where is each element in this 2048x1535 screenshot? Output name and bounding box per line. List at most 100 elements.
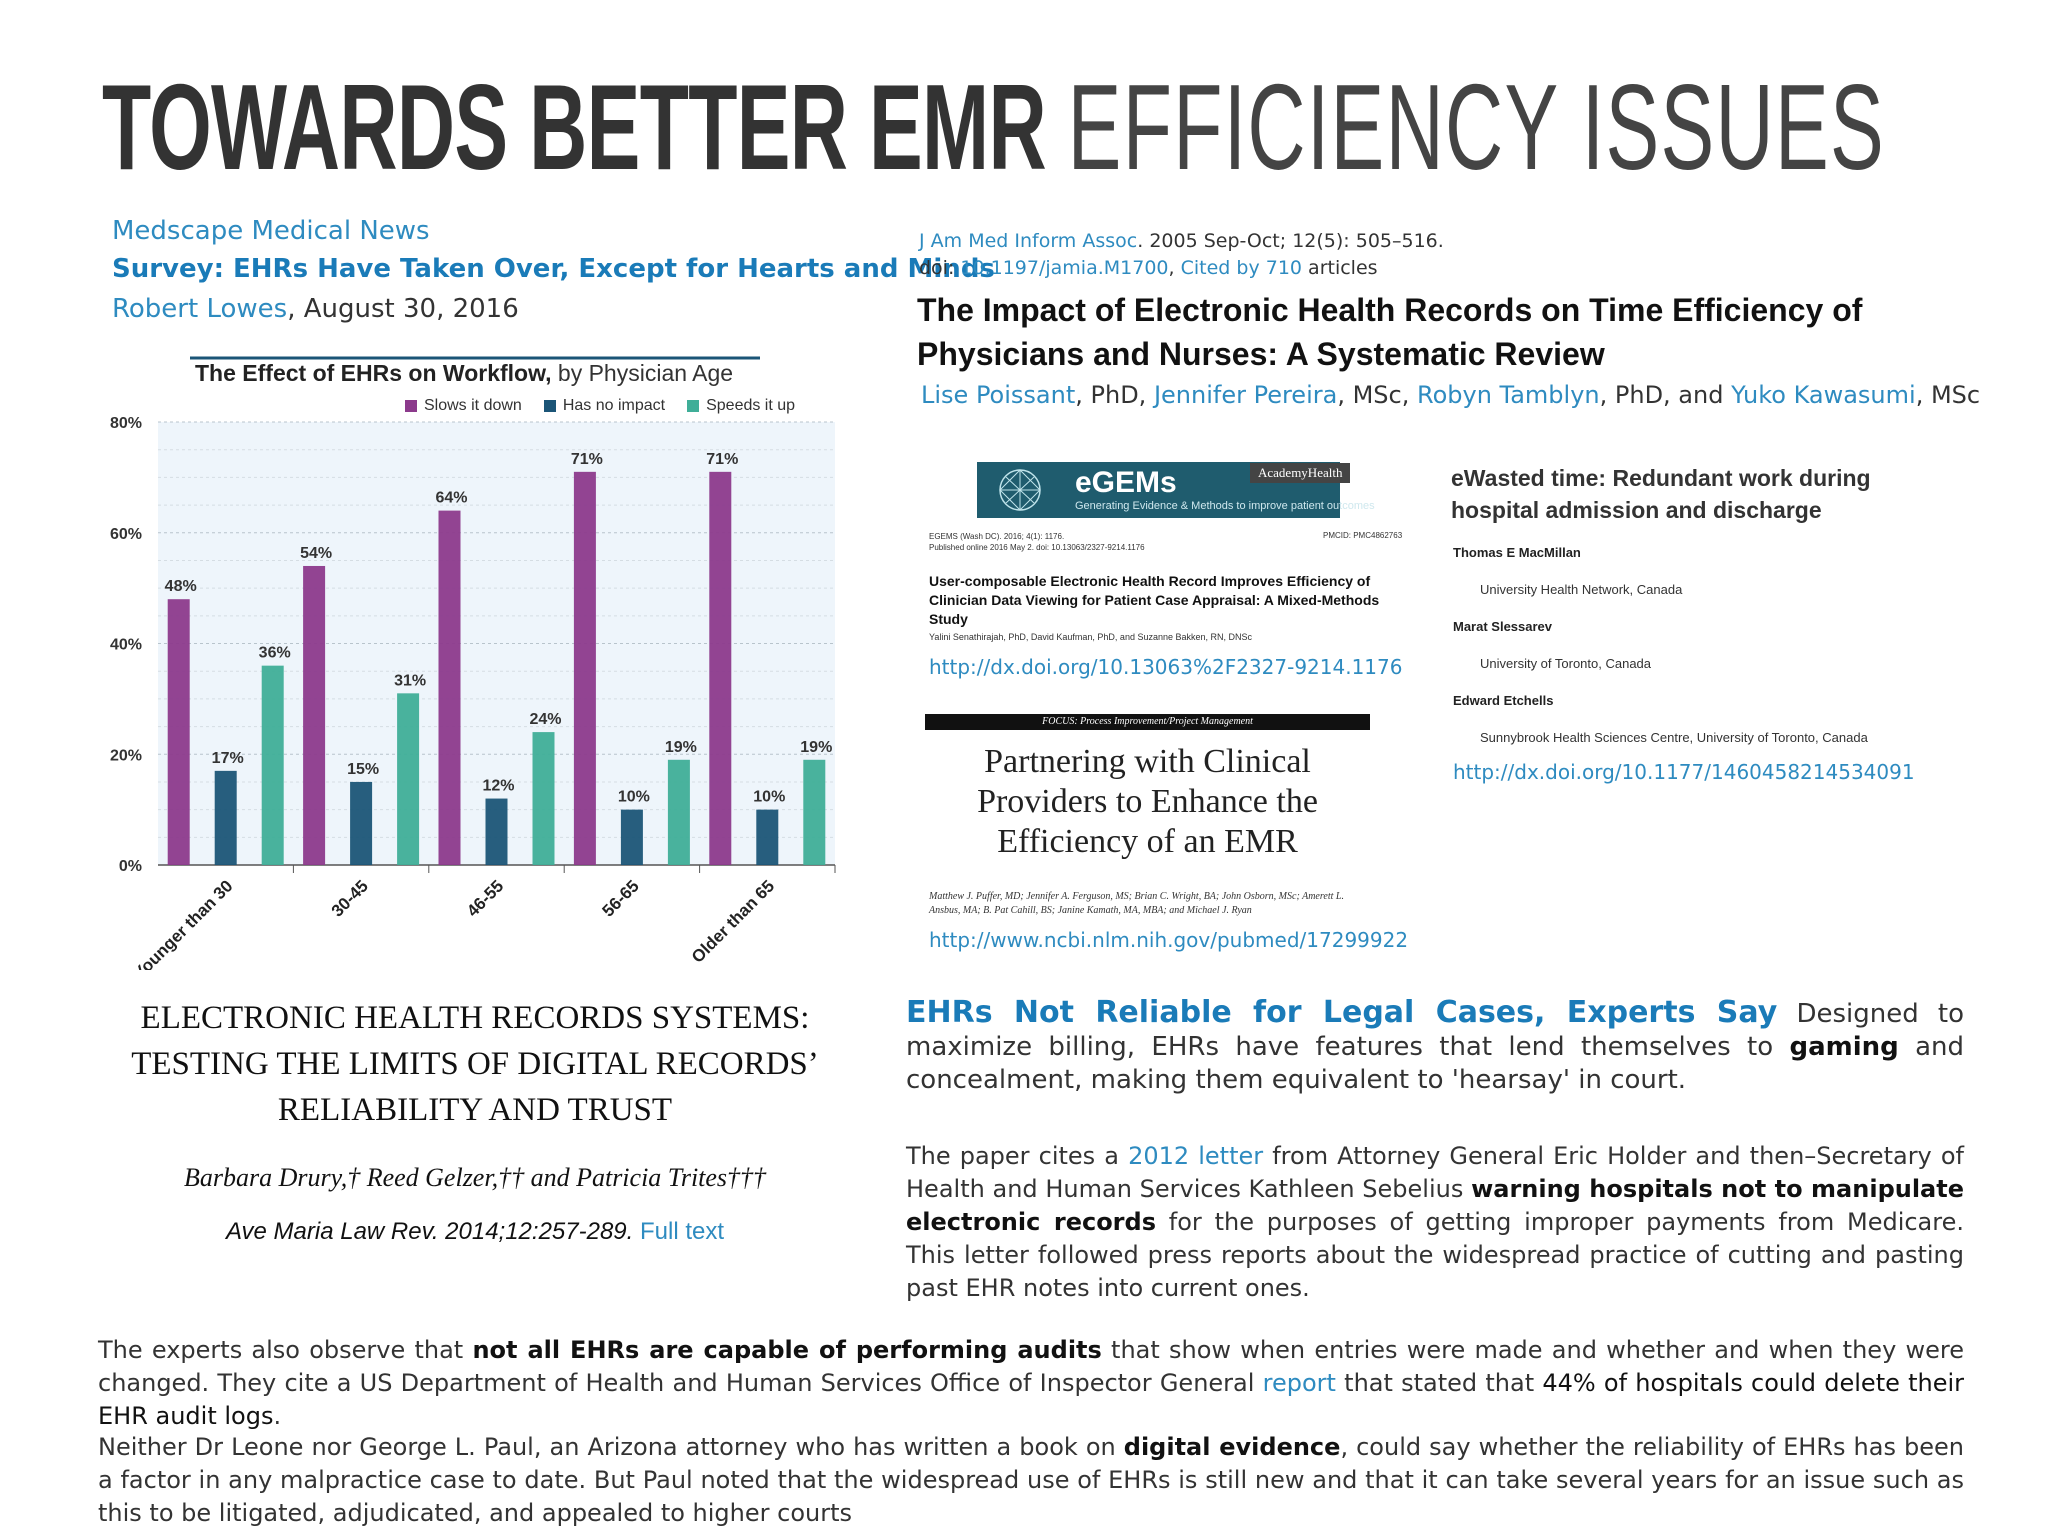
medscape-source-link[interactable]: Medscape Medical News	[112, 216, 430, 246]
author-deg-1: , PhD,	[1075, 381, 1154, 409]
bar-2-3	[667, 759, 690, 865]
partnering-title: Partnering with Clinical Providers to En…	[977, 743, 1318, 860]
medscape-byline: Robert Lowes, August 30, 2016	[112, 294, 519, 324]
bar-1-2	[485, 798, 508, 865]
egems-paper-title: User-composable Electronic Health Record…	[929, 573, 1380, 627]
jamia-authors: Lise Poissant, PhD, Jennifer Pereira, MS…	[921, 381, 1980, 409]
experts-text-4: .	[273, 1402, 282, 1430]
egems-meta-2: Published online 2016 May 2. doi: 10.130…	[929, 543, 1145, 552]
egems-globe-icon	[999, 469, 1041, 511]
ehr-systems-title-2: TESTING THE LIMITS OF DIGITAL RECORDS’	[131, 1046, 819, 1082]
x-tick-label: 56-65	[599, 876, 643, 920]
ewasted-aff-1: University Health Network, Canada	[1480, 582, 1683, 597]
jamia-doi-link[interactable]: 10.1197/jamia.M1700	[960, 257, 1169, 279]
bar-label: 17%	[212, 750, 244, 767]
title-bold: TOWARDS BETTER EMR	[102, 59, 1047, 195]
legend-swatch-slows	[405, 400, 417, 412]
author-link-pereira[interactable]: Jennifer Pereira	[1153, 381, 1338, 409]
bar-2-4	[803, 759, 826, 865]
egems-authors: Yalini Senathirajah, PhD, David Kaufman,…	[929, 632, 1253, 642]
ehr-systems-citation: Ave Maria Law Rev. 2014;12:257-289. Full…	[90, 1218, 860, 1246]
experts-text-1: The experts also observe that	[98, 1336, 473, 1364]
chart-title-main: The Effect of EHRs on Workflow,	[195, 360, 552, 386]
ewasted-aff-3: Sunnybrook Health Sciences Centre, Unive…	[1480, 730, 1868, 745]
letter-text-3: for the purposes of getting improper pay…	[906, 1208, 1965, 1302]
medscape-date: , August 30, 2016	[287, 294, 519, 324]
ewasted-aff-2: University of Toronto, Canada	[1480, 656, 1652, 671]
bar-0-0	[167, 599, 190, 865]
bar-label: 71%	[706, 451, 738, 468]
bar-1-0	[214, 770, 237, 865]
legal-text-2: and concealment, making them equivalent …	[906, 1032, 1964, 1095]
bar-label: 24%	[529, 711, 561, 728]
bar-0-2	[438, 510, 461, 865]
title-light: EFFICIENCY ISSUES	[1067, 59, 1886, 195]
author-deg-4: , MSc	[1915, 381, 1981, 409]
chart-title: The Effect of EHRs on Workflow, by Physi…	[195, 360, 733, 387]
oig-report-link[interactable]: report	[1262, 1369, 1336, 1397]
ewasted-author-3: Edward Etchells	[1453, 693, 1554, 708]
jamia-line-1: J Am Med Inform Assoc. 2005 Sep-Oct; 12(…	[919, 228, 1444, 255]
jamia-paper-title: The Impact of Electronic Health Records …	[917, 292, 1863, 372]
ewasted-author-2: Marat Slessarev	[1453, 619, 1553, 634]
experts-text-3: that stated that	[1335, 1369, 1543, 1397]
experts-text-2: that show when entries were made and whe…	[98, 1336, 1965, 1397]
bar-1-3	[620, 809, 643, 865]
y-tick-label: 40%	[110, 637, 142, 654]
legend-label-speeds: Speeds it up	[706, 397, 796, 414]
pubmed-link[interactable]: http://www.ncbi.nlm.nih.gov/pubmed/17299…	[929, 928, 1409, 952]
legend-swatch-no-impact	[543, 400, 556, 412]
y-tick-label: 20%	[110, 747, 142, 764]
full-text-link[interactable]: Full text	[640, 1218, 725, 1245]
partnering-authors: Matthew J. Puffer, MD; Jennifer A. Fergu…	[929, 891, 1344, 916]
x-tick-label: 30-45	[328, 876, 372, 920]
jamia-cited-link[interactable]: Cited by 710	[1180, 257, 1303, 279]
jamia-journal-link[interactable]: J Am Med Inform Assoc	[919, 230, 1138, 252]
author-link-tamblyn[interactable]: Robyn Tamblyn	[1416, 381, 1600, 409]
jamia-doi-label: doi:	[919, 257, 961, 279]
x-tick-label: Older than 65	[688, 876, 778, 966]
bar-label: 31%	[394, 672, 426, 689]
jamia-sep: ,	[1168, 257, 1181, 279]
ewasted-doi-link[interactable]: http://dx.doi.org/10.1177/14604582145340…	[1453, 760, 1915, 784]
jamia-citation: J Am Med Inform Assoc. 2005 Sep-Oct; 12(…	[919, 228, 1444, 282]
bar-0-4	[709, 471, 732, 865]
legal-text-1: Designed to maximize billing, EHRs have …	[906, 999, 1964, 1062]
ewasted-title: eWasted time: Redundant work during hosp…	[1451, 465, 1871, 523]
ehr-cite-text: Ave Maria Law Rev. 2014;12:257-289.	[225, 1218, 640, 1245]
legal-paragraph: EHRs Not Reliable for Legal Cases, Exper…	[906, 996, 1964, 1097]
medscape-author-link[interactable]: Robert Lowes	[112, 294, 288, 324]
page-title: TOWARDS BETTER EMR EFFICIENCY ISSUES	[102, 62, 1885, 192]
letter-text-2: from Attorney General Eric Holder and th…	[906, 1142, 1964, 1203]
author-link-kawasumi[interactable]: Yuko Kawasumi	[1731, 381, 1916, 409]
egems-pmcid: PMCID: PMC4862763	[1323, 531, 1403, 540]
bar-label: 19%	[800, 739, 832, 756]
legal-headline-link[interactable]: EHRs Not Reliable for Legal Cases, Exper…	[906, 995, 1778, 1030]
author-deg-2: , MSc,	[1337, 381, 1417, 409]
y-tick-label: 60%	[110, 526, 142, 543]
ewasted-author-1: Thomas E MacMillan	[1453, 545, 1581, 560]
bar-label: 54%	[300, 545, 332, 562]
y-tick-label: 80%	[110, 415, 142, 432]
ehr-systems-title-3: RELIABILITY AND TRUST	[277, 1092, 673, 1128]
letter-2012-link[interactable]: 2012 letter	[1128, 1142, 1264, 1170]
author-deg-3: , PhD, and	[1599, 381, 1732, 409]
egems-doi-link[interactable]: http://dx.doi.org/10.13063%2F2327-9214.1…	[929, 655, 1403, 679]
academyhealth-badge: AcademyHealth	[1250, 463, 1351, 483]
x-tick-label: Younger than 30	[130, 876, 237, 970]
bar-label: 36%	[259, 645, 291, 662]
letter-paragraph: The paper cites a 2012 letter from Attor…	[906, 1140, 1964, 1305]
jamia-issue: . 2005 Sep-Oct; 12(5): 505–516.	[1137, 230, 1444, 252]
bar-2-2	[532, 732, 555, 865]
medscape-headline-link[interactable]: Survey: EHRs Have Taken Over, Except for…	[112, 254, 995, 284]
legend-item-no-impact: Has no impact	[543, 397, 665, 415]
legal-bold-gaming: gaming	[1789, 1032, 1899, 1062]
bar-label: 12%	[482, 778, 514, 795]
bar-label: 48%	[165, 578, 197, 595]
jamia-line-2: doi: 10.1197/jamia.M1700, Cited by 710 a…	[919, 255, 1444, 282]
neither-paragraph: Neither Dr Leone nor George L. Paul, an …	[98, 1431, 1964, 1530]
author-link-poissant[interactable]: Lise Poissant	[921, 381, 1076, 409]
letter-text-1: The paper cites a	[906, 1142, 1129, 1170]
legend-item-slows: Slows it down	[405, 397, 522, 415]
neither-bold: digital evidence	[1123, 1433, 1341, 1461]
